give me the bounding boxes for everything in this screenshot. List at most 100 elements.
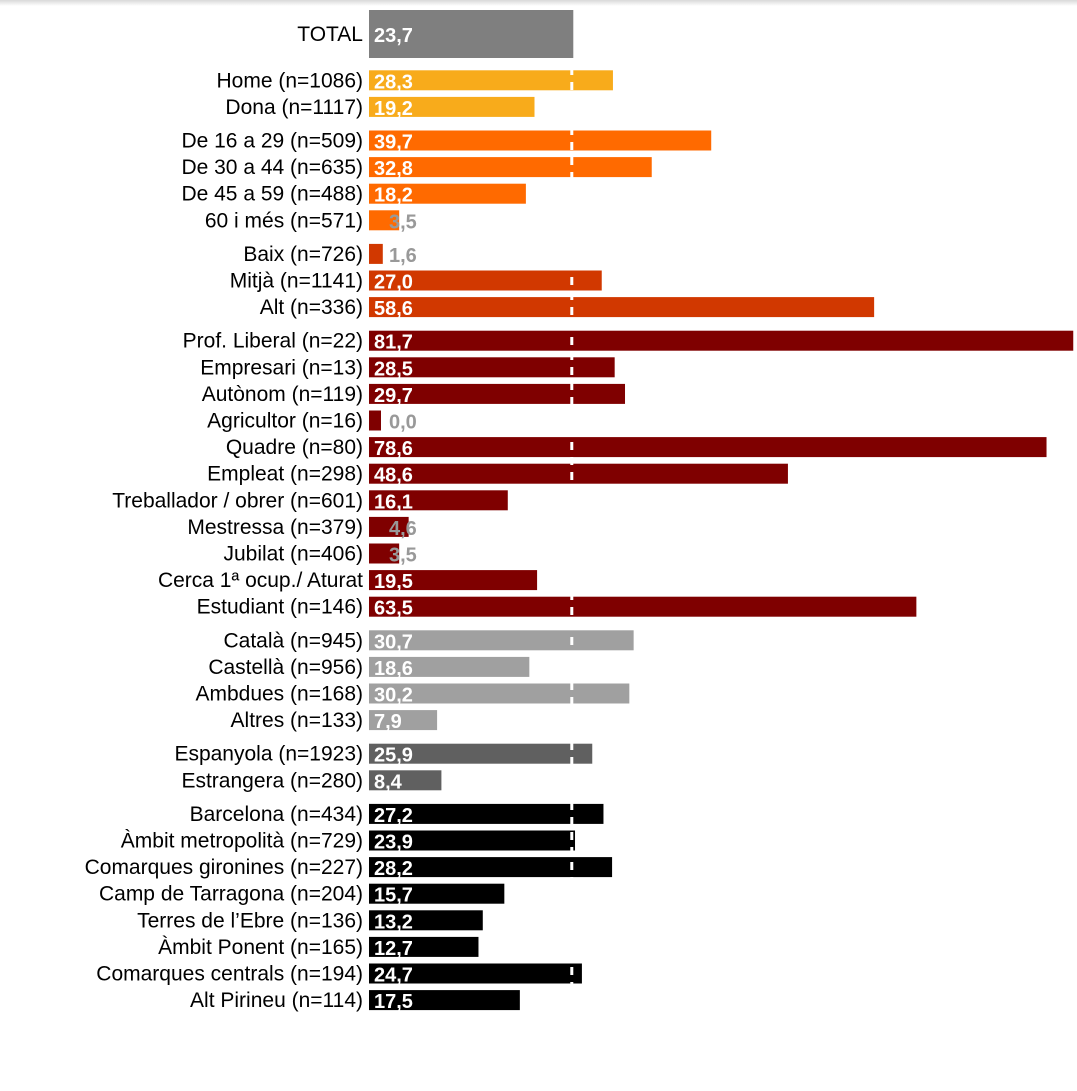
bar-territory-5 xyxy=(369,936,479,957)
bar-age-2 xyxy=(369,183,526,204)
category-label-occupation-6: Treballador / obrer (n=601) xyxy=(112,489,363,512)
category-label-territory-0: Barcelona (n=434) xyxy=(190,803,363,826)
category-label-territory-2: Comarques gironines (n=227) xyxy=(85,856,363,879)
value-label-total-0: 23,7 xyxy=(374,25,413,47)
category-label-age-0: De 16 a 29 (n=509) xyxy=(181,130,363,153)
category-label-gender-1: Dona (n=1117) xyxy=(225,96,363,119)
value-label-occupation-8: 3,5 xyxy=(389,545,417,567)
category-label-occupation-7: Mestressa (n=379) xyxy=(187,516,363,539)
bar-age-3 xyxy=(369,210,400,231)
bar-level-1 xyxy=(369,270,602,291)
category-label-occupation-0: Prof. Liberal (n=22) xyxy=(183,330,363,353)
category-label-occupation-5: Empleat (n=298) xyxy=(207,463,363,486)
bar-territory-1 xyxy=(369,830,576,851)
category-label-language-3: Altres (n=133) xyxy=(231,709,363,732)
bar-nationality-0 xyxy=(369,743,593,764)
value-label-occupation-0: 81,7 xyxy=(374,332,413,354)
bar-language-3 xyxy=(369,710,438,731)
bar-territory-4 xyxy=(369,910,483,931)
value-label-territory-2: 28,2 xyxy=(374,858,413,880)
value-label-occupation-4: 78,6 xyxy=(374,438,413,460)
category-label-occupation-8: Jubilat (n=406) xyxy=(223,543,363,566)
category-label-occupation-4: Quadre (n=80) xyxy=(226,436,363,459)
bar-occupation-8 xyxy=(369,543,400,564)
value-label-language-2: 30,2 xyxy=(374,685,413,707)
value-label-age-3: 3,5 xyxy=(389,211,417,233)
category-label-level-2: Alt (n=336) xyxy=(260,296,363,319)
bar-occupation-10 xyxy=(369,596,917,617)
bar-age-1 xyxy=(369,157,652,178)
category-label-language-2: Ambdues (n=168) xyxy=(195,683,363,706)
value-label-gender-0: 28,3 xyxy=(374,71,413,93)
bar-total-0 xyxy=(369,10,574,58)
category-label-territory-7: Alt Pirineu (n=114) xyxy=(190,989,363,1012)
value-label-occupation-2: 29,7 xyxy=(374,385,413,407)
top-shadow xyxy=(0,0,1077,6)
category-label-age-2: De 45 a 59 (n=488) xyxy=(181,183,363,206)
bar-occupation-3 xyxy=(369,410,381,431)
category-label-age-3: 60 i més (n=571) xyxy=(205,209,363,232)
value-label-level-2: 58,6 xyxy=(374,298,413,320)
category-label-language-1: Castellà (n=956) xyxy=(208,656,363,679)
bar-gender-1 xyxy=(369,96,535,117)
value-label-language-0: 30,7 xyxy=(374,631,413,653)
category-label-nationality-0: Espanyola (n=1923) xyxy=(174,743,363,766)
category-label-gender-0: Home (n=1086) xyxy=(217,69,364,92)
value-label-level-0: 1,6 xyxy=(389,245,417,267)
bar-occupation-0 xyxy=(369,330,1074,351)
value-label-territory-3: 15,7 xyxy=(374,885,413,907)
value-label-occupation-9: 19,5 xyxy=(374,571,413,593)
category-label-territory-6: Comarques centrals (n=194) xyxy=(96,963,363,986)
bar-language-2 xyxy=(369,683,630,704)
category-label-level-0: Baix (n=726) xyxy=(243,243,363,266)
category-label-total-0: TOTAL xyxy=(297,23,363,46)
category-label-territory-4: Terres de l’Ebre (n=136) xyxy=(137,909,363,932)
value-label-language-3: 7,9 xyxy=(374,711,402,733)
bar-occupation-6 xyxy=(369,490,508,511)
bar-level-2 xyxy=(369,297,875,318)
bar-territory-6 xyxy=(369,963,582,984)
value-label-occupation-3: 0,0 xyxy=(389,412,417,434)
category-label-level-1: Mitjà (n=1141) xyxy=(230,270,363,293)
value-label-occupation-7: 4,6 xyxy=(389,518,417,540)
value-label-age-1: 32,8 xyxy=(374,158,413,180)
bar-gender-0 xyxy=(369,70,613,91)
bar-level-0 xyxy=(369,243,383,264)
category-label-occupation-1: Empresari (n=13) xyxy=(200,356,363,379)
bar-language-1 xyxy=(369,656,530,677)
category-label-occupation-10: Estudiant (n=146) xyxy=(197,596,363,619)
bar-occupation-9 xyxy=(369,570,538,591)
bar-occupation-5 xyxy=(369,463,788,484)
value-label-nationality-0: 25,9 xyxy=(374,745,413,767)
category-label-territory-3: Camp de Tarragona (n=204) xyxy=(99,883,363,906)
value-label-territory-7: 17,5 xyxy=(374,991,413,1013)
category-label-territory-1: Àmbit metropolità (n=729) xyxy=(121,830,363,853)
bar-occupation-7 xyxy=(369,516,409,537)
bar-age-0 xyxy=(369,130,712,151)
value-label-occupation-6: 16,1 xyxy=(374,491,413,513)
bar-occupation-2 xyxy=(369,383,626,404)
bar-language-0 xyxy=(369,630,634,651)
value-label-territory-5: 12,7 xyxy=(374,938,413,960)
value-label-territory-4: 13,2 xyxy=(374,911,413,933)
bar-occupation-1 xyxy=(369,357,615,378)
value-label-territory-6: 24,7 xyxy=(374,965,413,987)
value-label-age-2: 18,2 xyxy=(374,185,413,207)
bar-occupation-4 xyxy=(369,437,1047,458)
category-label-occupation-2: Autònom (n=119) xyxy=(202,383,363,406)
bar-territory-7 xyxy=(369,990,520,1011)
bar-territory-3 xyxy=(369,883,505,904)
value-label-gender-1: 19,2 xyxy=(374,98,413,120)
category-label-occupation-9: Cerca 1ª ocup./ Aturat xyxy=(158,569,363,592)
value-label-level-1: 27,0 xyxy=(374,272,413,294)
category-label-occupation-3: Agricultor (n=16) xyxy=(207,410,363,433)
value-label-territory-0: 27,2 xyxy=(374,805,413,827)
value-label-nationality-1: 8,4 xyxy=(374,771,403,793)
bar-nationality-1 xyxy=(369,770,442,791)
bar-territory-0 xyxy=(369,803,604,824)
category-label-language-0: Català (n=945) xyxy=(223,629,363,652)
value-label-age-0: 39,7 xyxy=(374,132,413,154)
value-label-occupation-5: 48,6 xyxy=(374,465,413,487)
category-label-nationality-1: Estrangera (n=280) xyxy=(181,769,363,792)
